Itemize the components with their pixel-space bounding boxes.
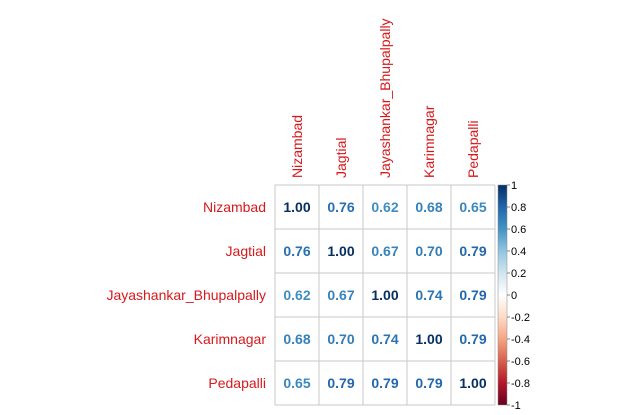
- cell-value: 0.67: [327, 287, 354, 303]
- colorbar-tick-label: 1: [511, 180, 517, 192]
- column-label: Karimnagar: [421, 105, 437, 178]
- cell-value: 0.79: [371, 375, 398, 391]
- cell-value: 0.67: [371, 243, 398, 259]
- cell-value: 1.00: [283, 199, 310, 215]
- colorbar: [497, 184, 508, 406]
- colorbar-tick-label: 0: [511, 290, 517, 302]
- colorbar-tick-label: 0.4: [511, 246, 526, 258]
- cell-value: 0.65: [283, 375, 310, 391]
- cell-value: 0.62: [283, 287, 310, 303]
- colorbar-tick-label: -1: [511, 400, 521, 412]
- cell-value: 0.79: [459, 331, 486, 347]
- cell-value: 0.62: [371, 199, 398, 215]
- colorbar-tick-label: -0.6: [511, 356, 530, 368]
- cell-value: 1.00: [459, 375, 486, 391]
- column-label: Jagtial: [333, 138, 349, 178]
- colorbar-tick-label: -0.4: [511, 334, 530, 346]
- colorbar-tick-label: 0.6: [511, 224, 526, 236]
- colorbar-tick-label: -0.8: [511, 378, 530, 390]
- colorbar-tick-label: -0.2: [511, 312, 530, 324]
- matrix-background: [275, 185, 495, 405]
- row-label: Nizambad: [203, 199, 266, 215]
- column-label: Pedapalli: [465, 120, 481, 178]
- cell-value: 0.68: [415, 199, 442, 215]
- cell-value: 0.74: [371, 331, 398, 347]
- cell-value: 1.00: [371, 287, 398, 303]
- column-label: Nizambad: [289, 115, 305, 178]
- row-label: Karimnagar: [194, 331, 267, 347]
- cell-value: 0.65: [459, 199, 486, 215]
- row-label: Pedapalli: [208, 375, 266, 391]
- colorbar-tick-label: 0.2: [511, 268, 526, 280]
- column-label: Jayashankar_Bhupalpally: [377, 18, 393, 178]
- cell-value: 1.00: [415, 331, 442, 347]
- cell-value: 0.79: [415, 375, 442, 391]
- row-label: Jagtial: [226, 243, 266, 259]
- row-label: Jayashankar_Bhupalpally: [106, 287, 266, 303]
- cell-value: 0.79: [459, 243, 486, 259]
- cell-value: 0.68: [283, 331, 310, 347]
- cell-value: 0.76: [327, 199, 354, 215]
- cell-value: 0.74: [415, 287, 442, 303]
- cell-value: 0.79: [327, 375, 354, 391]
- cell-value: 0.76: [283, 243, 310, 259]
- cell-value: 0.70: [327, 331, 354, 347]
- cell-value: 0.79: [459, 287, 486, 303]
- colorbar-tick-label: 0.8: [511, 202, 526, 214]
- cell-value: 0.70: [415, 243, 442, 259]
- cell-value: 1.00: [327, 243, 354, 259]
